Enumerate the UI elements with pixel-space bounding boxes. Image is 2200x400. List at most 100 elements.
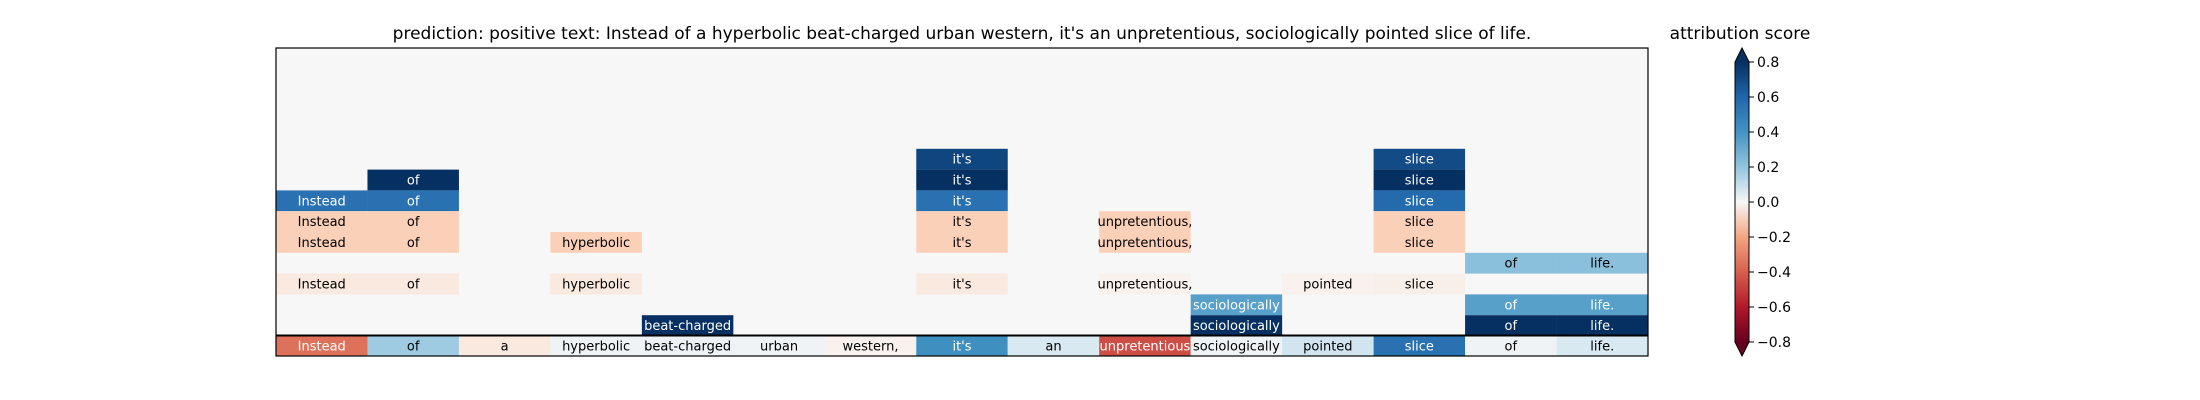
cell-token-label: pointed	[1303, 340, 1352, 355]
heatmap-cell	[1556, 294, 1648, 316]
heatmap-cell	[916, 273, 1008, 295]
heatmap-cell	[367, 211, 459, 232]
heatmap-cell	[276, 273, 368, 295]
cell-token-label: hyperbolic	[562, 236, 630, 251]
cell-token-label: it's	[952, 174, 971, 189]
heatmap-cell	[916, 336, 1008, 356]
heatmap-cell	[1099, 336, 1191, 356]
heatmap-cell	[1373, 273, 1466, 295]
colorbar-ticks: 0.8 0.6 0.4 0.2 0.0 −0.2 −0.4 −0.6 −0.8	[1749, 55, 1791, 351]
heatmap-cell	[1190, 336, 1283, 356]
chart-title: prediction: positive text: Instead of a …	[393, 24, 1532, 44]
cell-token-label: life.	[1590, 340, 1614, 355]
heatmap-cell	[1373, 169, 1466, 191]
colorbar-tick-label: 0.4	[1757, 125, 1779, 141]
cell-token-label: it's	[952, 340, 971, 355]
cell-token-label: slice	[1405, 236, 1434, 251]
heatmap-cell	[1373, 336, 1466, 356]
heatmap-cell	[367, 190, 459, 212]
heatmap-cell	[276, 336, 368, 356]
heatmap-cell	[550, 273, 642, 295]
heatmap-cell	[1099, 273, 1191, 295]
cell-token-label: unpretentious,	[1097, 278, 1192, 293]
cell-token-label: beat-charged	[644, 319, 731, 334]
cell-token-label: unpretentious,	[1097, 236, 1192, 251]
heatmap-cells	[276, 148, 1648, 356]
cell-token-label: hyperbolic	[562, 278, 630, 293]
colorbar-tick-label: −0.4	[1757, 265, 1791, 281]
heatmap-cell	[550, 336, 642, 356]
cell-token-label: Instead	[298, 236, 346, 251]
heatmap-cell	[367, 273, 459, 295]
colorbar	[1734, 46, 1750, 358]
colorbar-max-extension	[1735, 48, 1749, 62]
cell-token-label: sociologically	[1193, 298, 1280, 313]
cell-token-label: beat-charged	[644, 340, 731, 355]
cell-token-label: life.	[1590, 298, 1614, 313]
heatmap-cell	[641, 336, 734, 356]
heatmap-cell	[1465, 315, 1557, 336]
cell-token-label: Instead	[298, 340, 346, 355]
heatmap-cell	[1282, 273, 1374, 295]
cell-token-label: it's	[952, 215, 971, 230]
colorbar-tick-label: −0.2	[1757, 230, 1791, 246]
heatmap-cell	[276, 232, 368, 253]
cell-token-label: sociologically	[1193, 340, 1280, 355]
colorbar-tick-label: 0.6	[1757, 90, 1779, 106]
heatmap-cell	[1099, 211, 1191, 232]
heatmap-frame	[275, 47, 1649, 357]
colorbar-tick-label: 0.2	[1757, 160, 1779, 176]
cell-token-label: unpretentious,	[1097, 215, 1192, 230]
heatmap-cell	[550, 232, 642, 253]
cell-token-label: of	[1505, 340, 1518, 355]
cell-token-label: of	[407, 340, 420, 355]
colorbar-gradient	[1735, 62, 1749, 342]
cell-token-label: a	[501, 340, 509, 355]
heatmap-cell	[1556, 315, 1648, 336]
heatmap-token-labels: it's slice of it's slice Instead of it's slice In…	[298, 153, 1615, 355]
heatmap-cell	[916, 190, 1008, 212]
cell-token-label: of	[407, 236, 420, 251]
cell-token-label: of	[407, 194, 420, 209]
cell-token-label: Instead	[298, 215, 346, 230]
cell-token-label: slice	[1405, 215, 1434, 230]
cell-token-label: of	[1505, 257, 1518, 272]
heatmap-cell	[641, 315, 734, 336]
heatmap-cell	[1556, 252, 1648, 274]
cell-token-label: hyperbolic	[562, 340, 630, 355]
heatmap-cell	[916, 232, 1008, 253]
colorbar-min-extension	[1735, 342, 1749, 356]
heatmap-cell	[367, 336, 459, 356]
colorbar-tick-label: 0.0	[1757, 195, 1779, 211]
heatmap-cell	[367, 169, 459, 191]
cell-token-label: it's	[952, 194, 971, 209]
cell-token-label: slice	[1405, 174, 1434, 189]
cell-token-label: slice	[1405, 194, 1434, 209]
heatmap-cell	[276, 211, 368, 232]
cell-token-label: Instead	[298, 194, 346, 209]
heatmap-cell	[1556, 336, 1648, 356]
cell-token-label: of	[407, 215, 420, 230]
cell-token-label: slice	[1405, 340, 1434, 355]
colorbar-tick-label: 0.8	[1757, 55, 1779, 71]
colorbar-label: attribution score	[1670, 24, 1811, 44]
heatmap-cell	[1190, 294, 1283, 316]
heatmap-cell	[276, 190, 368, 212]
cell-token-label: of	[1505, 298, 1518, 313]
cell-token-label: of	[1505, 319, 1518, 334]
cell-token-label: unpretentious	[1100, 340, 1191, 355]
cell-token-label: western,	[843, 340, 899, 355]
cell-token-label: slice	[1405, 278, 1434, 293]
cell-token-label: slice	[1405, 153, 1434, 168]
cell-token-label: sociologically	[1193, 319, 1280, 334]
cell-token-label: an	[1045, 340, 1061, 355]
cell-token-label: life.	[1590, 257, 1614, 272]
cell-token-label: of	[407, 278, 420, 293]
heatmap-cell	[824, 336, 917, 356]
cell-token-label: urban	[760, 340, 798, 355]
heatmap-cell	[1099, 232, 1191, 253]
heatmap-cell	[733, 336, 825, 356]
heatmap-cell	[458, 336, 551, 356]
heatmap-cell	[1465, 294, 1557, 316]
